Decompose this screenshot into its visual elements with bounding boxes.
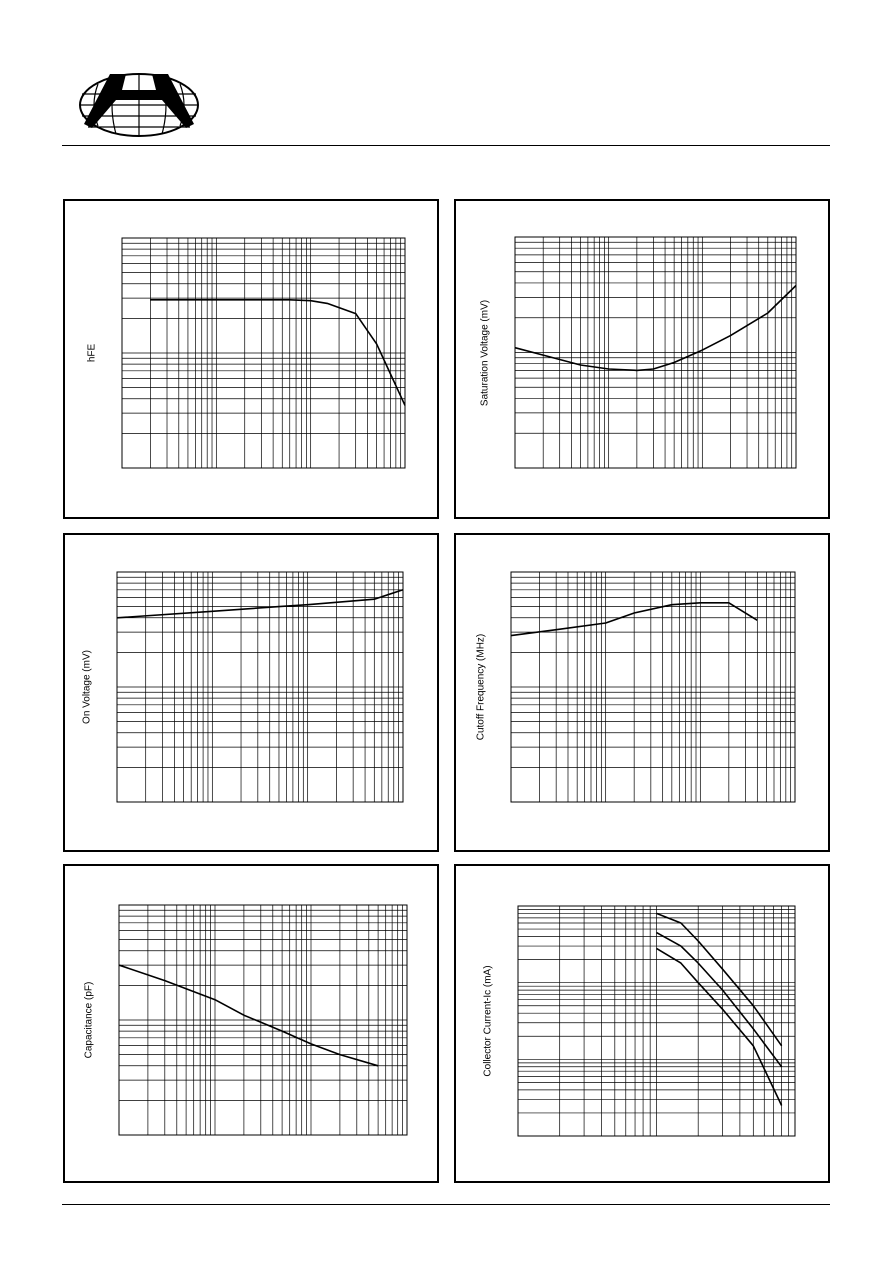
chart-4-svg	[118, 904, 408, 1136]
chart-5-series-0	[656, 912, 783, 1047]
chart-5-series-1	[656, 931, 783, 1068]
chart-0-grid	[122, 238, 405, 468]
chart-4-frame	[118, 904, 408, 1136]
footer-rule	[62, 1204, 830, 1205]
panel-capacitance: Capacitance (pF)	[63, 864, 439, 1183]
chart-2-ylabel: On Voltage (mV)	[81, 650, 93, 724]
header-rule	[62, 145, 830, 146]
chart-2-grid	[117, 572, 403, 802]
chart-0-svg	[121, 237, 406, 469]
chart-5-series-2	[656, 947, 783, 1106]
chart-3-svg	[510, 571, 796, 803]
panel-on-voltage: On Voltage (mV)	[63, 533, 439, 852]
chart-3-ylabel: Cutoff Frequency (MHz)	[475, 633, 487, 741]
chart-1-svg	[514, 236, 797, 469]
chart-0-ylabel: hFE	[86, 343, 98, 363]
chart-3-frame	[510, 571, 796, 803]
chart-1-series-0	[514, 284, 797, 372]
chart-1-frame	[514, 236, 797, 469]
chart-4-ylabel: Capacitance (pF)	[83, 981, 95, 1059]
chart-1-ylabel: Saturation Voltage (mV)	[479, 299, 491, 406]
chart-3-series-0	[510, 602, 758, 637]
panel-hfe: hFE	[63, 199, 439, 519]
panel-saturation-voltage: Saturation Voltage (mV)	[454, 199, 830, 519]
chart-4-series-0	[118, 964, 379, 1067]
chart-2-series-0	[116, 589, 404, 619]
chart-0-series-0	[150, 299, 406, 406]
chart-4-grid	[119, 905, 407, 1135]
panel-collector-current: Collector Current-Ic (mA)	[454, 864, 830, 1183]
chart-1-grid	[515, 237, 796, 468]
company-logo-icon	[79, 73, 199, 137]
chart-5-frame	[517, 905, 796, 1137]
chart-2-svg	[116, 571, 404, 803]
chart-5-ylabel: Collector Current-Ic (mA)	[482, 965, 494, 1077]
chart-3-grid	[511, 572, 795, 802]
chart-0-frame	[121, 237, 406, 469]
chart-5-grid	[518, 906, 795, 1136]
panel-cutoff-frequency: Cutoff Frequency (MHz)	[454, 533, 830, 852]
chart-5-svg	[517, 905, 796, 1137]
chart-2-frame	[116, 571, 404, 803]
